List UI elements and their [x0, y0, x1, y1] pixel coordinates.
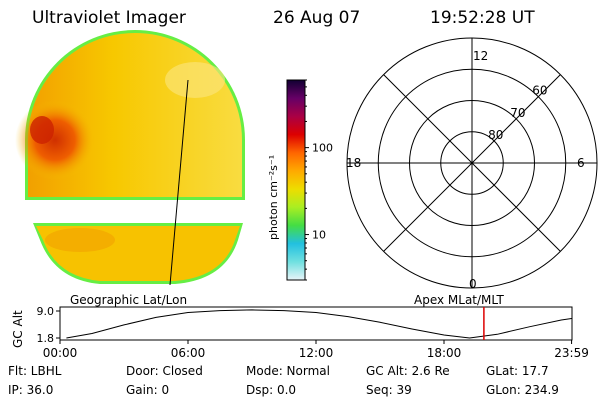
uv-image-upper: [15, 30, 245, 200]
timeline-x-ticks: 00:00 06:00 12:00 18:00 23:59: [43, 340, 589, 360]
status-gain: Gain: 0: [126, 383, 170, 397]
status-gcalt: GC Alt: 2.6 Re: [366, 364, 450, 378]
status-seq: Seq: 39: [366, 383, 412, 397]
geographic-label: Geographic Lat/Lon: [70, 293, 188, 307]
lat-label-60: 60: [532, 84, 547, 98]
mlt-label-6: 6: [577, 156, 585, 170]
polar-ring-80: [440, 131, 504, 195]
instrument-title: Ultraviolet Imager: [32, 8, 186, 28]
apex-label: Apex MLat/MLT: [414, 293, 504, 307]
lat-label-80: 80: [488, 128, 503, 142]
timeline-x-tick-label: 00:00: [43, 346, 78, 360]
status-glon: GLon: 234.9: [486, 383, 559, 397]
uv-image-lower: [33, 223, 243, 284]
lat-label-70: 70: [510, 106, 525, 120]
time-label: 19:52:28 UT: [430, 8, 535, 28]
colorbar-tick-label: 100: [312, 142, 333, 155]
polar-plot: 12 0 18 6 60 70 80: [346, 37, 598, 291]
status-ip: IP: 36.0: [8, 383, 54, 397]
status-flt: Flt: LBHL: [8, 364, 62, 378]
timeline-y-ticks: 9.0 1.8: [37, 305, 60, 345]
colorbar: 100 10 photon cm⁻²s⁻¹: [267, 79, 333, 281]
timeline-y-tick-label: 9.0: [37, 305, 55, 318]
geographic-meridian-line: [169, 79, 189, 286]
status-glat: GLat: 17.7: [486, 364, 549, 378]
date-label: 26 Aug 07: [273, 8, 361, 28]
mlt-label-12: 12: [473, 49, 488, 63]
status-mode: Mode: Normal: [246, 364, 330, 378]
colorbar-unit-label: photon cm⁻²s⁻¹: [267, 155, 280, 240]
timeline-panel: 00:00 06:00 12:00 18:00 23:59 9.0 1.8 GC Alt: [11, 305, 589, 360]
altitude-curve: [66, 309, 572, 339]
polar-diagonal-2: [383, 74, 561, 252]
mlt-label-0: 0: [469, 277, 477, 291]
mlt-label-18: 18: [346, 156, 361, 170]
polar-ring-70: [409, 100, 535, 226]
colorbar-tick-label: 10: [312, 229, 326, 242]
polar-ring-60: [377, 68, 567, 258]
timeline-x-tick-label: 18:00: [427, 346, 462, 360]
status-dsp: Dsp: 0.0: [246, 383, 297, 397]
colorbar-ticks: 100 10: [305, 79, 333, 281]
timeline-x-tick-label: 06:00: [171, 346, 206, 360]
timeline-x-tick-label: 12:00: [299, 346, 334, 360]
timeline-y-tick-label: 1.8: [37, 332, 55, 345]
colorbar-gradient: [286, 79, 306, 281]
status-door: Door: Closed: [126, 364, 203, 378]
timeline-ylabel: GC Alt: [11, 310, 25, 348]
timeline-x-tick-label: 23:59: [554, 346, 589, 360]
